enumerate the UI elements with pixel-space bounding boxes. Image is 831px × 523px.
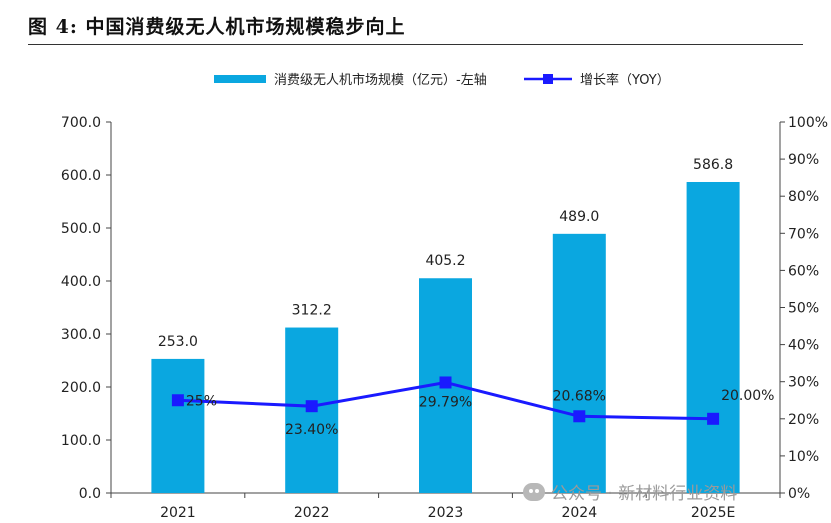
x-tick-label: 2022 [294, 505, 330, 521]
legend-marker-line [543, 74, 553, 84]
right-tick-label: 80% [788, 189, 819, 205]
bar [552, 233, 606, 493]
growth-value-label: 20.68% [553, 388, 606, 404]
bar-value-label: 586.8 [693, 157, 733, 173]
bar [151, 358, 205, 493]
x-tick-label: 2021 [160, 505, 196, 521]
right-tick-label: 10% [788, 449, 819, 465]
growth-value-label: 23.40% [285, 422, 338, 438]
bar-value-label: 489.0 [559, 209, 599, 225]
legend-swatch-bar [214, 75, 266, 83]
right-tick-label: 60% [788, 263, 819, 279]
x-tick-label: 2024 [561, 505, 597, 521]
bar-value-label: 253.0 [158, 334, 198, 350]
left-tick-label: 400.0 [61, 274, 101, 290]
left-tick-label: 600.0 [61, 168, 101, 184]
left-tick-label: 700.0 [61, 115, 101, 131]
left-tick-label: 500.0 [61, 221, 101, 237]
legend-label-line: 增长率（YOY） [580, 72, 670, 88]
growth-marker [439, 376, 452, 389]
left-tick-label: 300.0 [61, 327, 101, 343]
x-tick-label: 2023 [428, 505, 464, 521]
watermark: 公众号 · 新材料行业资料 [523, 479, 737, 504]
bar-value-label: 405.2 [425, 253, 465, 269]
bar-value-label: 312.2 [292, 303, 332, 319]
growth-value-label: 20.00% [721, 388, 774, 404]
left-tick-label: 200.0 [61, 380, 101, 396]
right-tick-label: 70% [788, 226, 819, 242]
left-tick-label: 0.0 [79, 486, 101, 502]
right-tick-label: 40% [788, 338, 819, 354]
growth-marker [171, 394, 184, 407]
legend-label-bar: 消费级无人机市场规模（亿元）-左轴 [274, 72, 487, 88]
growth-marker [305, 400, 318, 413]
growth-marker [573, 410, 586, 423]
figure-title: 图 4: 中国消费级无人机市场规模稳步向上 [28, 16, 406, 38]
watermark-text: 公众号 · 新材料行业资料 [551, 484, 738, 504]
growth-value-label: 29.79% [419, 394, 472, 410]
bar [686, 181, 740, 493]
growth-value-label: 25% [186, 393, 217, 409]
title-rule [28, 44, 803, 45]
x-tick-label: 2025E [691, 505, 735, 521]
right-tick-label: 0% [788, 486, 810, 502]
right-tick-label: 90% [788, 152, 819, 168]
growth-marker [707, 412, 720, 425]
right-tick-label: 100% [788, 115, 828, 131]
right-tick-label: 50% [788, 301, 819, 317]
wechat-icon [523, 482, 545, 501]
left-tick-label: 100.0 [61, 433, 101, 449]
right-tick-label: 20% [788, 412, 819, 428]
right-tick-label: 30% [788, 375, 819, 391]
